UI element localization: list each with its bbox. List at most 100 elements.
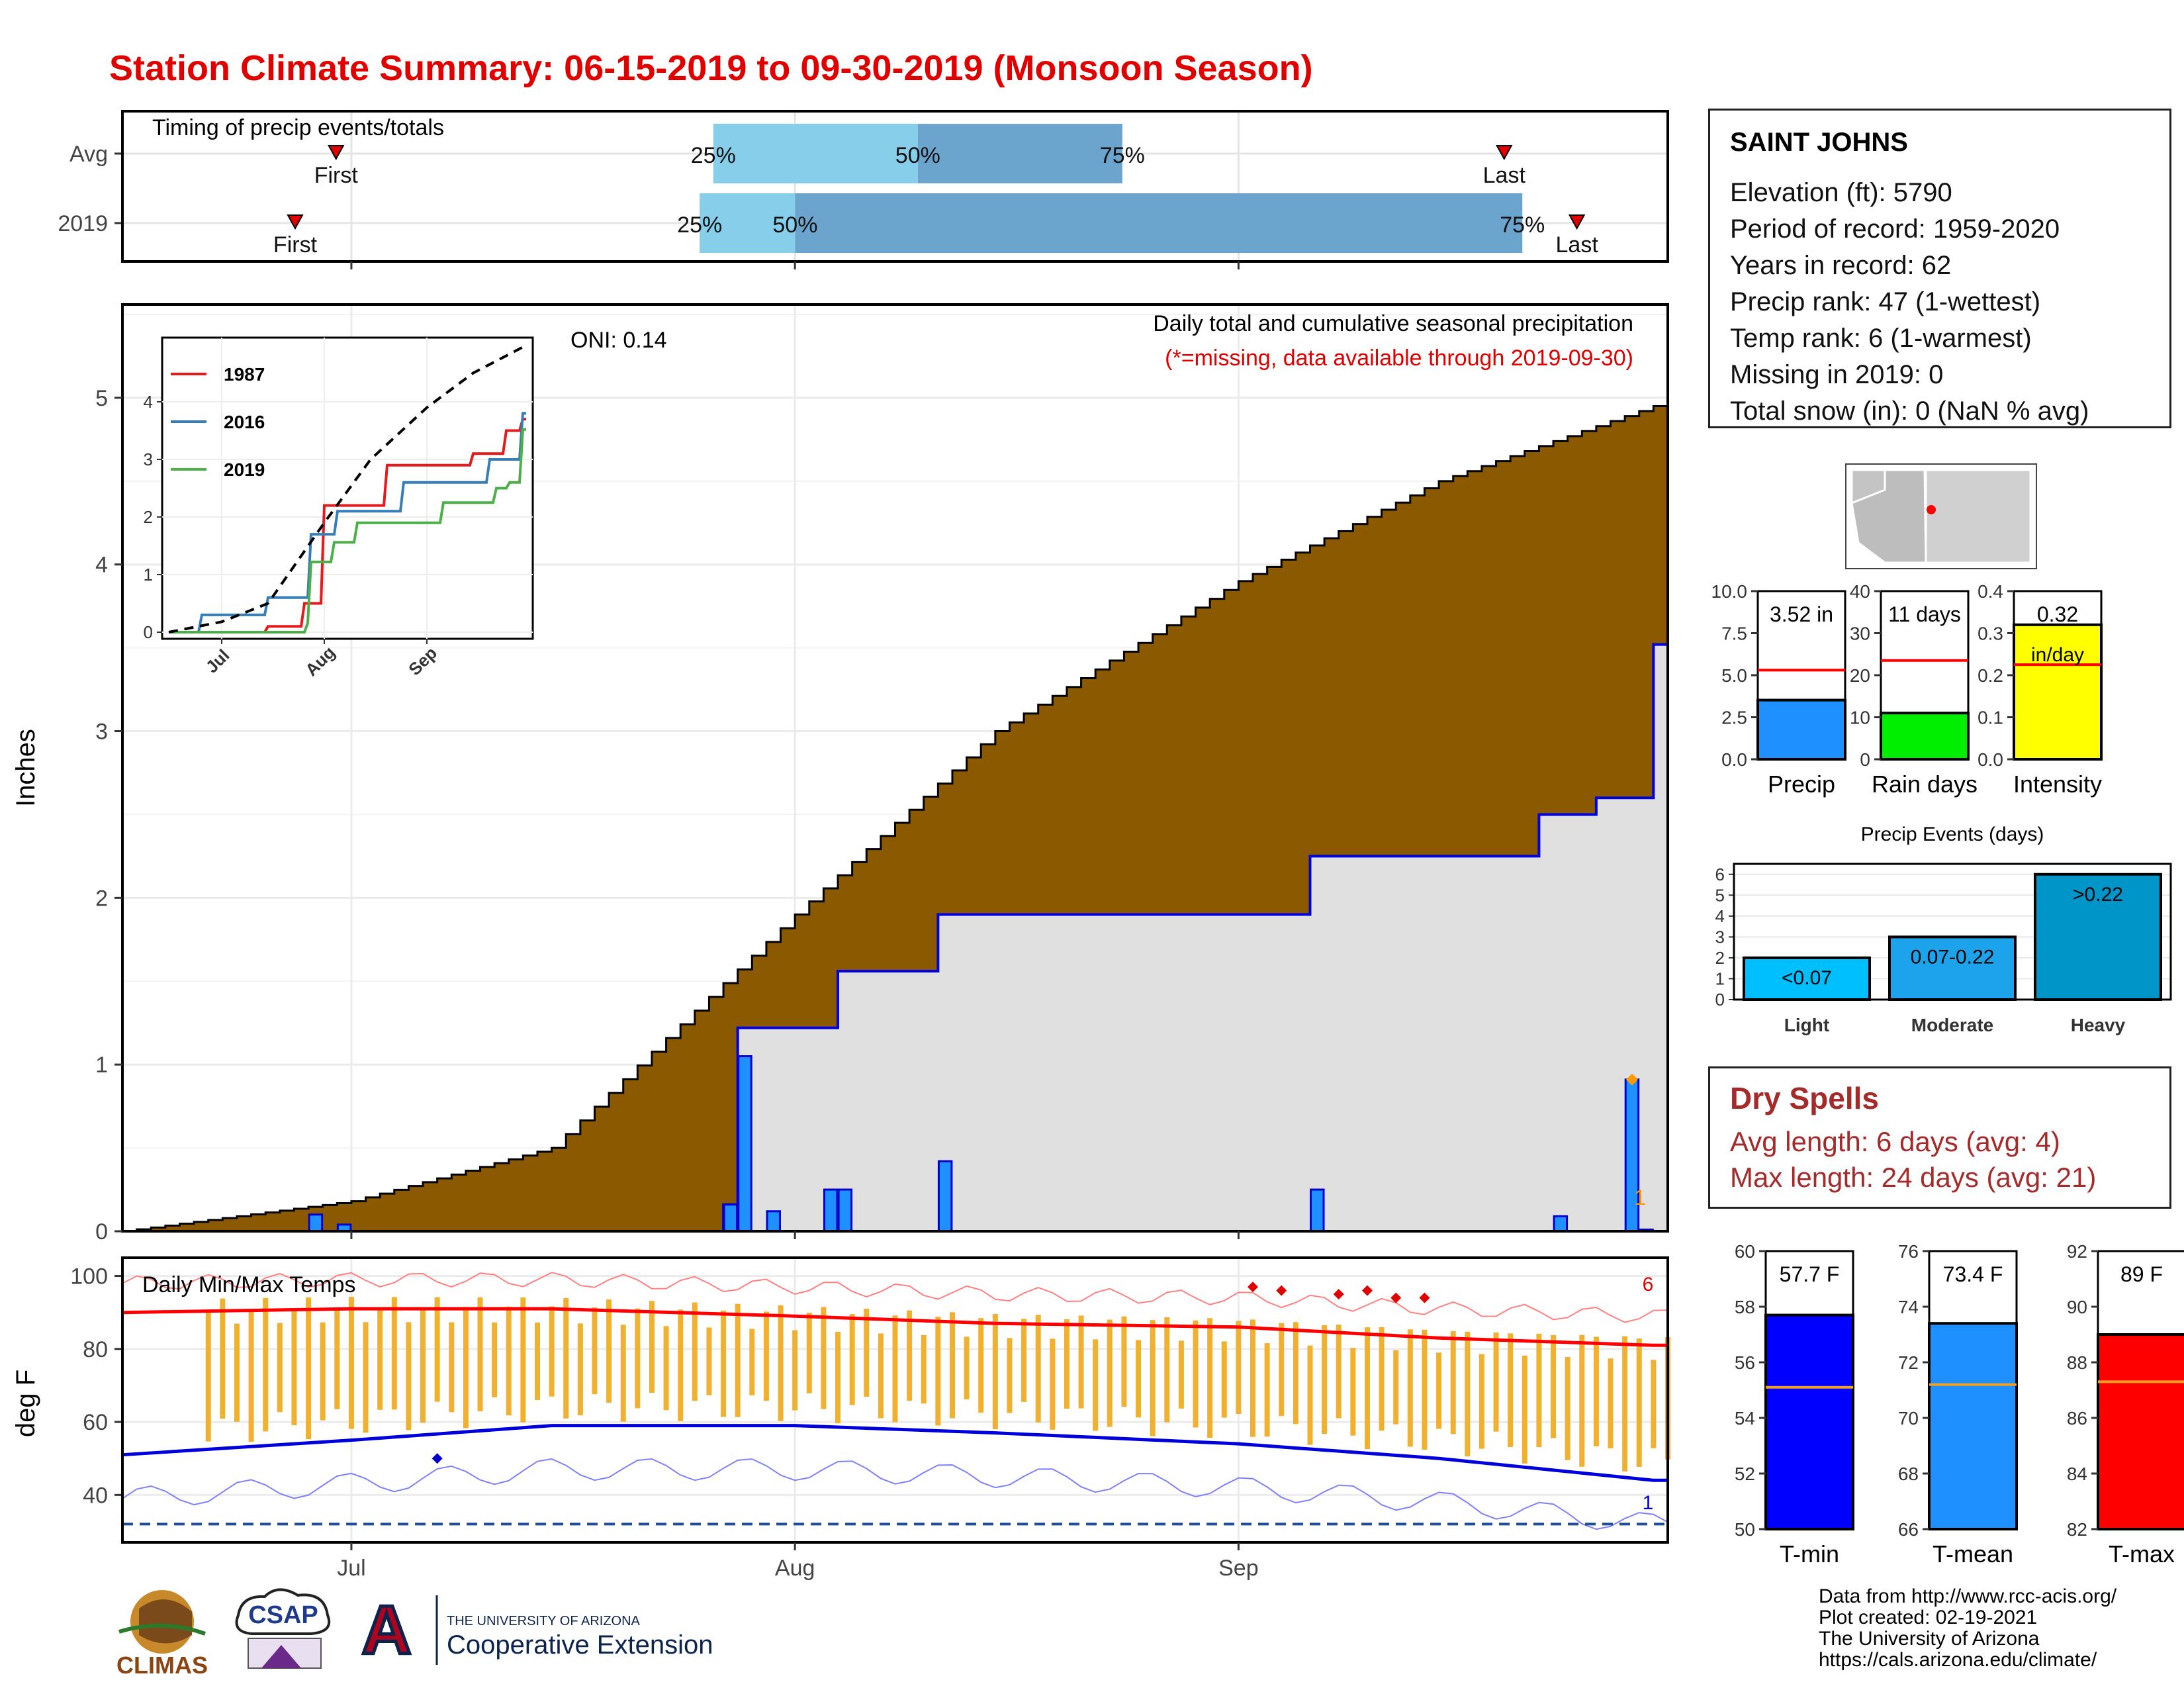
daily-temp-bar: [520, 1297, 526, 1423]
timing-first-label: First: [314, 163, 359, 188]
inset-series-line: [169, 428, 526, 633]
first-marker-icon: [287, 214, 304, 230]
daily-precip-bar: [823, 1188, 839, 1233]
event-bar: [1743, 956, 1871, 1002]
csap-logo-text: CSAP: [248, 1601, 318, 1629]
gauge-tick-label: 72: [1898, 1352, 1919, 1373]
temp-y-tick-label: 40: [83, 1483, 108, 1508]
inset-legend-label: 2016: [224, 412, 265, 432]
gauge-value-label: 89 F: [2120, 1262, 2163, 1286]
dry-spells-avg: Avg length: 6 days (avg: 4): [1730, 1126, 2060, 1157]
daily-temp-bar: [1465, 1331, 1471, 1457]
daily-precip-bar: [1553, 1215, 1569, 1233]
ua-logo-small-text: THE UNIVERSITY OF ARIZONA: [447, 1614, 641, 1628]
daily-temp-bar: [291, 1309, 297, 1426]
daily-temp-bar: [1121, 1316, 1127, 1407]
gauge-bar: [1764, 1313, 1854, 1530]
daily-temp-bar: [849, 1314, 855, 1405]
gauge-tick-label: 50: [1735, 1519, 1755, 1540]
record-low-count: 1: [1643, 1492, 1654, 1514]
daily-temp-bar: [1608, 1358, 1614, 1448]
gauge-tick-label: 66: [1898, 1519, 1919, 1540]
inset-x-tick-label: Aug: [301, 642, 339, 680]
daily-temp-bar: [620, 1325, 626, 1422]
record-high-marker-icon: [1276, 1285, 1287, 1296]
daily-temp-bar: [1422, 1329, 1428, 1450]
temp-y-tick-label: 80: [83, 1337, 108, 1362]
timing-row-label: Avg: [69, 142, 108, 167]
daily-temp-bar: [406, 1322, 412, 1430]
timing-label-q50: 50%: [895, 143, 940, 168]
daily-temp-bar: [306, 1297, 312, 1440]
daily-temp-bar: [821, 1307, 827, 1409]
credit-line: Plot created: 02-19-2021: [1819, 1607, 2038, 1628]
csap-logo: CSAP: [235, 1588, 331, 1669]
gauge-bar: [2097, 1333, 2184, 1530]
daily-temp-bar: [391, 1297, 397, 1410]
inset-y-tick-label: 4: [144, 392, 153, 412]
daily-temp-bar: [1508, 1333, 1514, 1447]
gauge-value-unit: in/day: [2031, 644, 2084, 666]
timing-label-q75: 75%: [1500, 212, 1545, 238]
precip-y-tick-label: 2: [95, 886, 108, 911]
daily-temp-bar: [864, 1309, 870, 1397]
timing-bar-q50-q75: [795, 193, 1523, 253]
temp-panel: 40 60 80 100 Jul Aug Sep Daily Min/Max Temps deg…: [11, 1256, 1670, 1581]
timing-last-label: Last: [1556, 232, 1599, 258]
timing-last-label: Last: [1483, 163, 1526, 188]
daily-temp-bar: [1479, 1354, 1484, 1449]
gauge-tick-label: 86: [2067, 1408, 2087, 1429]
logo-row: CLIMAS CSAP A THE UNIVERSITY OF ARIZONA …: [116, 1588, 713, 1679]
events-y-tick-label: 0: [1715, 990, 1725, 1009]
daily-temp-bar: [1536, 1333, 1542, 1448]
daily-temp-bar: [1579, 1335, 1585, 1467]
events-y-tick-label: 3: [1715, 927, 1725, 947]
gauge-tick-label: 58: [1735, 1297, 1755, 1317]
inset-series-line: [169, 412, 526, 633]
precip-frame: [121, 303, 1669, 1233]
gauge-tick-label: 0.0: [1978, 749, 2003, 770]
daily-precip-bar: [737, 1055, 752, 1233]
station-location-dot: [1927, 505, 1936, 514]
gauge-tick-label: 84: [2067, 1464, 2087, 1484]
daily-temp-bar: [1636, 1338, 1642, 1467]
daily-temp-bar: [1078, 1315, 1084, 1409]
daily-temp-bar: [263, 1297, 269, 1432]
gauge-tick-label: 20: [1850, 665, 1870, 686]
daily-temp-bar: [1221, 1341, 1227, 1418]
station-missing: Missing in 2019: 0: [1730, 360, 1944, 389]
gauge-tick-label: 40: [1850, 581, 1870, 602]
precip-y-tick-label: 3: [95, 720, 108, 745]
precip-count-label: 1: [1634, 1186, 1646, 1209]
daily-temp-bar: [1364, 1327, 1370, 1450]
event-category-label: Light: [1784, 1015, 1829, 1035]
gauge-tick-label: 88: [2067, 1352, 2087, 1373]
daily-temp-bar: [577, 1323, 583, 1416]
record-high-marker-icon: [1248, 1282, 1259, 1293]
gauge-tick-label: 0.1: [1978, 708, 2003, 728]
station-snow: Total snow (in): 0 (NaN % avg): [1730, 397, 2089, 426]
gauge-tick-label: 60: [1735, 1241, 1755, 1262]
gauge-tick-label: 54: [1735, 1408, 1755, 1429]
daily-temp-bar: [492, 1322, 498, 1397]
timing-label-q25: 25%: [677, 212, 722, 238]
daily-temp-bar: [663, 1326, 669, 1411]
daily-temp-bar: [434, 1297, 440, 1402]
temp-x-tick-label: Sep: [1218, 1556, 1259, 1581]
temp-frame: [121, 1256, 1669, 1544]
gauge-bar: [1928, 1322, 2018, 1530]
daily-temp-bar: [792, 1330, 798, 1411]
gauge-bar: [1756, 698, 1846, 761]
daily-temp-bar: [1450, 1331, 1456, 1434]
daily-temp-bar: [949, 1312, 955, 1419]
gauge-label: Precip: [1768, 771, 1835, 798]
daily-temp-bar: [363, 1322, 369, 1433]
daily-precip-bar: [723, 1203, 739, 1233]
timing-title: Timing of precip events/totals: [152, 115, 444, 140]
daily-temp-bar: [1393, 1350, 1399, 1425]
record-high-marker-icon: [1333, 1289, 1344, 1300]
gauge-tick-label: 74: [1898, 1297, 1919, 1317]
station-info-box: SAINT JOHNS Elevation (ft): 5790 Period …: [1708, 109, 2171, 428]
daily-temp-bar: [692, 1302, 698, 1401]
record-marker-icon: [1625, 1073, 1638, 1086]
